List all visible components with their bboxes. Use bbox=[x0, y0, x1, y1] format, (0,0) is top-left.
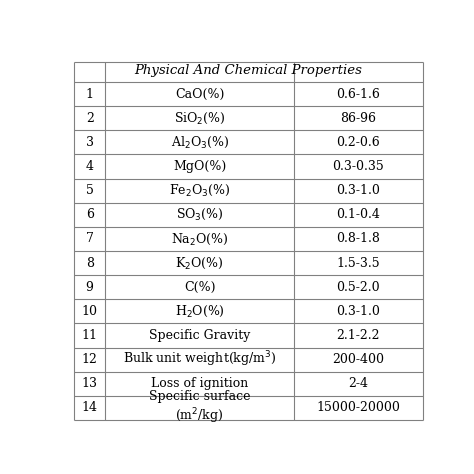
Text: 8: 8 bbox=[86, 256, 94, 270]
Text: 0.2-0.6: 0.2-0.6 bbox=[337, 136, 380, 149]
Text: 0.6-1.6: 0.6-1.6 bbox=[337, 88, 380, 100]
Text: 2-4: 2-4 bbox=[348, 377, 368, 390]
Text: Al$_2$O$_3$(%): Al$_2$O$_3$(%) bbox=[171, 135, 228, 150]
Text: Na$_2$O(%): Na$_2$O(%) bbox=[171, 231, 228, 246]
Text: 7: 7 bbox=[86, 232, 93, 246]
Text: K$_2$O(%): K$_2$O(%) bbox=[175, 255, 224, 271]
Text: 11: 11 bbox=[82, 329, 98, 342]
Text: SiO$_2$(%): SiO$_2$(%) bbox=[174, 110, 225, 126]
Text: Fe$_2$O$_3$(%): Fe$_2$O$_3$(%) bbox=[169, 183, 230, 198]
Text: 86-96: 86-96 bbox=[340, 112, 376, 125]
Text: Bulk unit weight(kg/m$^3$): Bulk unit weight(kg/m$^3$) bbox=[123, 350, 276, 369]
Text: H$_2$O(%): H$_2$O(%) bbox=[174, 304, 225, 319]
Text: 14: 14 bbox=[82, 401, 98, 414]
Text: 5: 5 bbox=[86, 184, 93, 197]
Text: 6: 6 bbox=[86, 208, 94, 221]
Text: 15000-20000: 15000-20000 bbox=[317, 401, 401, 414]
Text: 10: 10 bbox=[82, 305, 98, 318]
Text: CaO(%): CaO(%) bbox=[175, 88, 224, 100]
Text: 0.1-0.4: 0.1-0.4 bbox=[337, 208, 380, 221]
Text: Specific surface
(m$^2$/kg): Specific surface (m$^2$/kg) bbox=[149, 390, 250, 426]
Text: 4: 4 bbox=[86, 160, 94, 173]
Text: 0.5-2.0: 0.5-2.0 bbox=[337, 281, 380, 294]
Text: 0.3-1.0: 0.3-1.0 bbox=[337, 305, 380, 318]
Text: 0.3-1.0: 0.3-1.0 bbox=[337, 184, 380, 197]
Text: SO$_3$(%): SO$_3$(%) bbox=[176, 207, 223, 222]
Text: 200-400: 200-400 bbox=[332, 353, 384, 366]
Text: 0.8-1.8: 0.8-1.8 bbox=[337, 232, 380, 246]
Text: 1.5-3.5: 1.5-3.5 bbox=[337, 256, 380, 270]
Text: Physical And Chemical Properties: Physical And Chemical Properties bbox=[135, 64, 362, 77]
Text: 9: 9 bbox=[86, 281, 93, 294]
Text: Specific Gravity: Specific Gravity bbox=[149, 329, 250, 342]
Text: 2: 2 bbox=[86, 112, 93, 125]
Text: Loss of ignition: Loss of ignition bbox=[151, 377, 248, 390]
Text: 12: 12 bbox=[82, 353, 98, 366]
Text: 1: 1 bbox=[86, 88, 94, 100]
Text: 2.1-2.2: 2.1-2.2 bbox=[337, 329, 380, 342]
Text: MgO(%): MgO(%) bbox=[173, 160, 226, 173]
Text: 3: 3 bbox=[86, 136, 94, 149]
Text: 13: 13 bbox=[82, 377, 98, 390]
Text: C(%): C(%) bbox=[184, 281, 215, 294]
Text: 0.3-0.35: 0.3-0.35 bbox=[332, 160, 384, 173]
